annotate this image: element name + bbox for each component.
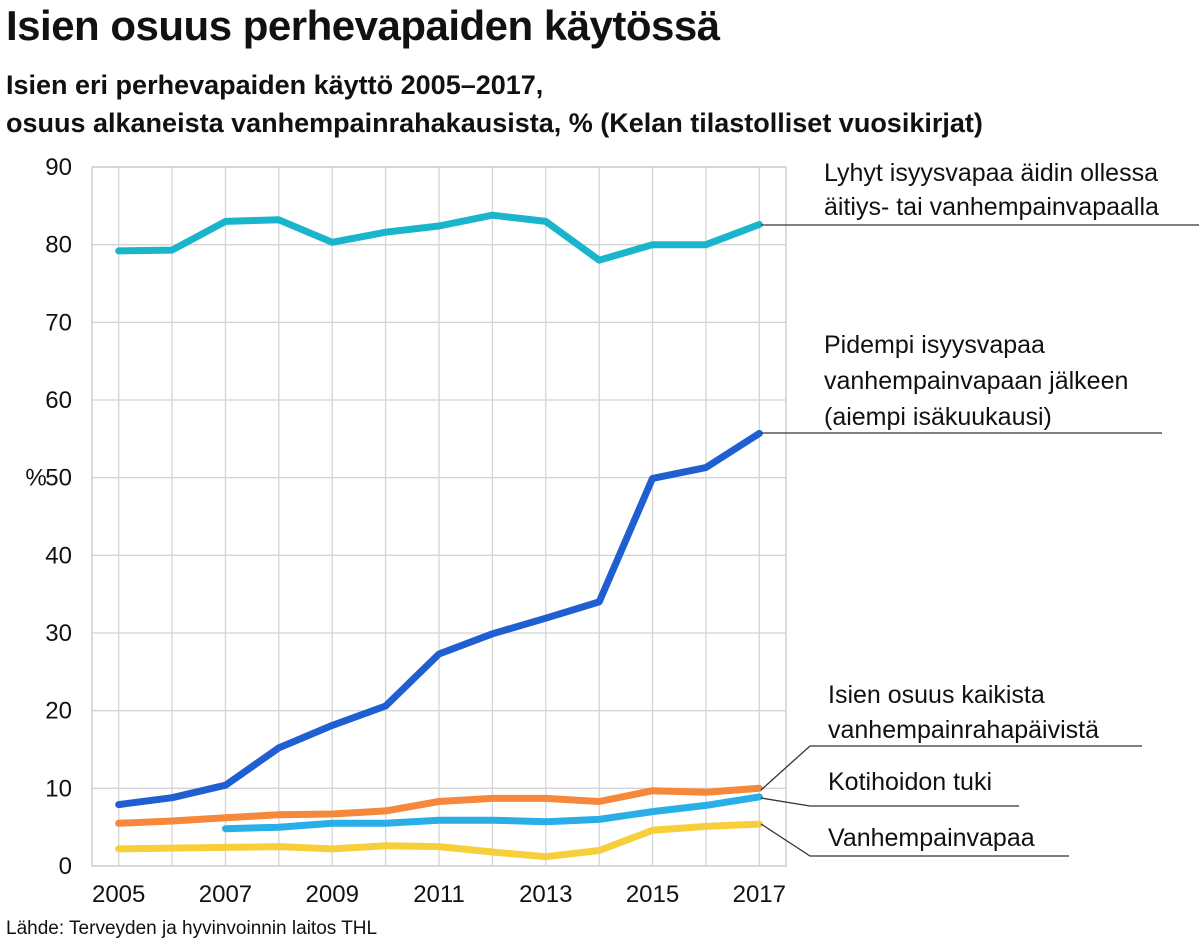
y-axis-label: %: [25, 465, 46, 492]
y-tick-label: 40: [45, 542, 72, 569]
x-tick-label: 2017: [733, 881, 786, 908]
y-tick-label: 0: [59, 853, 72, 880]
plot-frame: [91, 166, 787, 867]
series-line-1: [115, 211, 763, 264]
label-leader-line: [760, 797, 1019, 807]
source-note: Lähde: Terveyden ja hyvinvoinnin laitos …: [6, 918, 378, 939]
x-tick-label: 2005: [92, 881, 145, 908]
series-lines: [115, 211, 763, 861]
x-tick-label: 2013: [519, 881, 572, 908]
chart-subtitle-line-2: osuus alkaneista vanhempainrahakausista,…: [6, 108, 983, 138]
x-tick-label: 2007: [199, 881, 252, 908]
series-label: Kotihoidon tuki: [828, 768, 992, 796]
series-line-4: [222, 793, 763, 833]
series-line-5: [115, 820, 763, 861]
series-label: vanhempainvapaan jälkeen: [824, 367, 1128, 395]
grid: [91, 166, 787, 867]
y-tick-label: 20: [45, 698, 72, 725]
x-tick-label: 2009: [306, 881, 359, 908]
series-label: Vanhempainvapaa: [828, 824, 1035, 852]
y-tick-label: 30: [45, 620, 72, 647]
chart-subtitle-line-1: Isien eri perhevapaiden käyttö 2005–2017…: [6, 70, 544, 100]
series-label: äitiys- tai vanhempainvapaalla: [824, 193, 1159, 221]
series-label: vanhempainrahapäivistä: [828, 716, 1099, 744]
y-tick-label: 50: [45, 465, 72, 492]
y-tick-label: 90: [45, 154, 72, 181]
series-line-2: [115, 429, 763, 809]
label-leader-line: [760, 823, 1069, 857]
series-label: Isien osuus kaikista: [828, 681, 1045, 709]
x-tick-label: 2015: [626, 881, 679, 908]
series-labels: Lyhyt isyysvapaa äidin ollessa äitiys- ta…: [760, 159, 1199, 857]
chart-title: Isien osuus perhevapaiden käytössä: [6, 2, 720, 49]
series-line-3: [115, 784, 763, 827]
y-tick-label: 70: [45, 309, 72, 336]
y-tick-label: 60: [45, 387, 72, 414]
series-label: (aiempi isäkuukausi): [824, 403, 1052, 431]
y-tick-label: 10: [45, 775, 72, 802]
series-label: Pidempi isyysvapaa: [824, 331, 1045, 359]
label-leader-line: [760, 745, 1142, 791]
series-label: Lyhyt isyysvapaa äidin ollessa: [824, 159, 1158, 187]
y-tick-label: 80: [45, 232, 72, 259]
axes: 0 10 20 30 40 50 60 70 80 90 2005 2007 2009 2011 2013 2…: [25, 154, 786, 908]
x-tick-label: 2011: [413, 881, 465, 908]
